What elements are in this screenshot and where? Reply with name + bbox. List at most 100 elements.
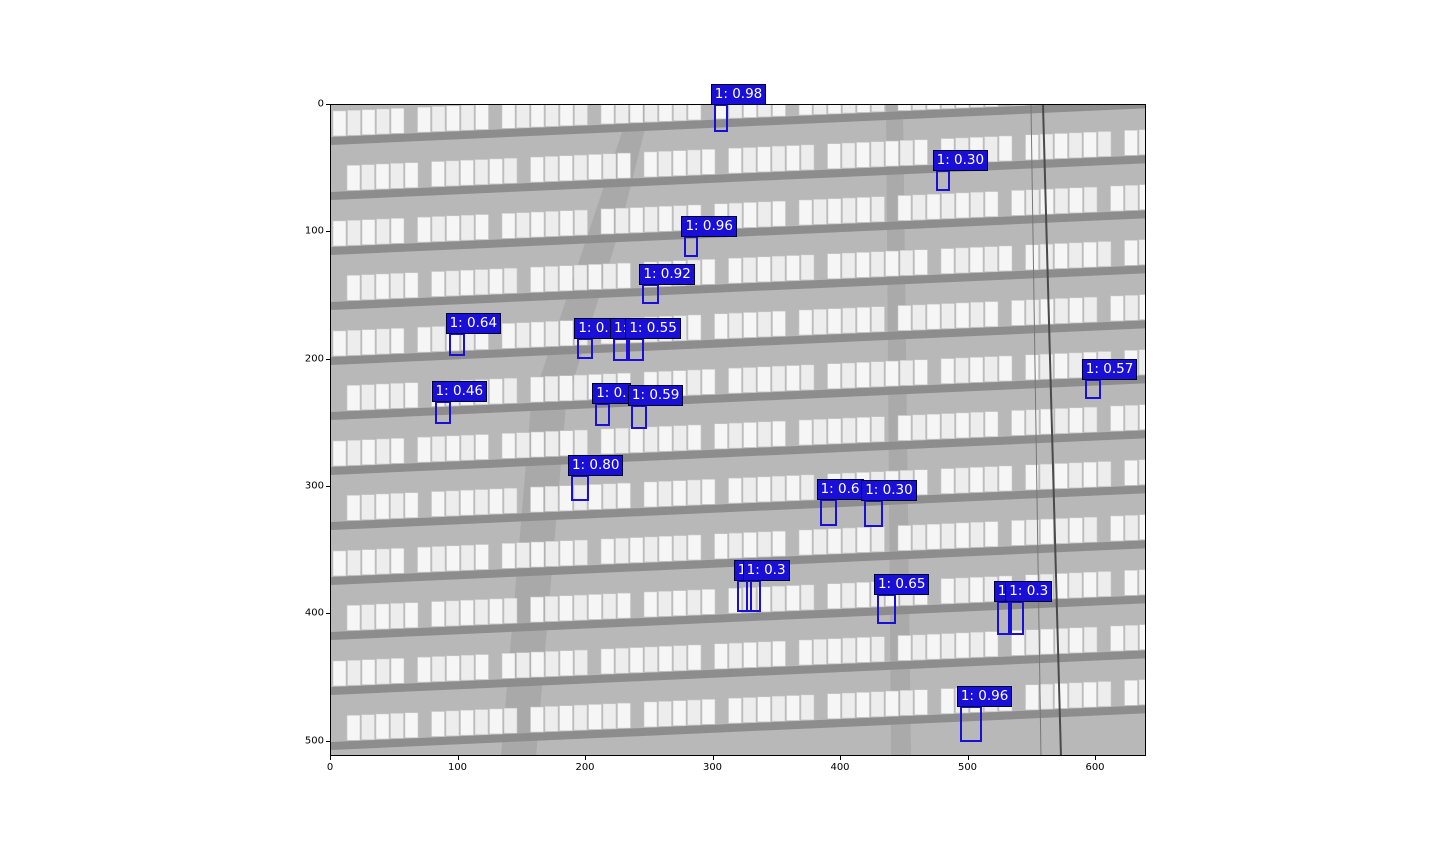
- y-tick-mark: [326, 740, 330, 742]
- solar-panel: [786, 695, 800, 721]
- x-tick-mark: [967, 756, 969, 760]
- solar-panel: [899, 140, 914, 166]
- solar-panel: [1083, 241, 1097, 268]
- solar-panel: [503, 487, 518, 514]
- solar-panel: [559, 320, 574, 346]
- detection-label: 1: 0.96: [681, 216, 737, 238]
- solar-panel: [970, 105, 984, 108]
- x-tick-label: 600: [1085, 762, 1105, 773]
- solar-panel: [955, 412, 970, 439]
- solar-panel: [516, 652, 530, 678]
- solar-panel: [375, 383, 390, 410]
- solar-panel: [1124, 404, 1139, 431]
- solar-panel: [800, 254, 815, 281]
- solar-panel: [742, 697, 757, 723]
- solar-panel: [445, 490, 460, 517]
- solar-panel: [332, 330, 347, 357]
- solar-panel: [757, 641, 772, 668]
- solar-panel: [941, 105, 955, 109]
- solar-panel: [870, 141, 885, 168]
- solar-panel: [460, 434, 475, 461]
- solar-panel: [446, 215, 460, 242]
- solar-panel: [1054, 408, 1069, 434]
- solar-panel: [1138, 679, 1145, 705]
- solar-panel: [446, 545, 460, 572]
- y-tick-mark: [326, 104, 330, 105]
- y-tick-mark: [326, 358, 330, 360]
- solar-panel: [842, 417, 856, 444]
- solar-panel: [827, 693, 841, 719]
- detection-box: [642, 283, 659, 304]
- solar-panel: [347, 219, 361, 246]
- solar-panel: [940, 358, 955, 384]
- solar-panel: [530, 105, 545, 128]
- solar-panel: [475, 544, 489, 570]
- solar-panel: [658, 700, 672, 727]
- solar-panel: [772, 310, 786, 337]
- solar-panel: [390, 437, 405, 464]
- solar-panel: [687, 424, 702, 451]
- solar-panel: [431, 546, 446, 572]
- solar-panel: [431, 271, 445, 297]
- solar-panel: [375, 493, 390, 520]
- row-shadow: [331, 595, 1145, 640]
- x-tick-mark: [457, 756, 459, 760]
- solar-panel: [701, 699, 716, 725]
- solar-panel: [390, 328, 405, 354]
- x-tick-label: 300: [702, 762, 723, 773]
- detection-label: 1: 0.1: [574, 318, 622, 340]
- solar-panel: [475, 654, 489, 680]
- solar-panel: [701, 589, 716, 615]
- solar-panel: [361, 219, 376, 245]
- solar-panel: [955, 522, 970, 549]
- solar-panel: [1139, 294, 1145, 320]
- solar-panel: [516, 105, 530, 128]
- row-shadow: [331, 705, 1145, 750]
- solar-panel: [361, 109, 376, 135]
- solar-panel: [1054, 133, 1068, 159]
- solar-panel: [346, 714, 361, 741]
- solar-panel: [800, 694, 815, 721]
- solar-panel: [545, 541, 559, 567]
- detection-label: 1: 0.: [592, 383, 631, 405]
- solar-panel: [856, 307, 871, 333]
- solar-panel: [687, 644, 702, 671]
- solar-panel: [615, 537, 629, 564]
- solar-panel: [644, 536, 658, 563]
- aerial-solar-image: [331, 105, 1145, 755]
- solar-panel: [404, 272, 419, 298]
- detection-box: [864, 500, 884, 527]
- solar-panel: [955, 192, 970, 219]
- solar-panel: [798, 199, 813, 226]
- solar-panel: [955, 302, 970, 329]
- solar-panel: [1110, 405, 1124, 432]
- solar-panel: [841, 692, 856, 719]
- solar-panel: [871, 105, 885, 112]
- solar-panel: [1040, 188, 1054, 215]
- solar-panel: [573, 594, 588, 621]
- solar-panel: [361, 659, 376, 685]
- solar-panel: [559, 265, 573, 292]
- solar-panel: [714, 423, 728, 450]
- solar-panel: [1097, 571, 1112, 597]
- solar-panel: [897, 415, 912, 441]
- solar-panel: [361, 494, 375, 520]
- solar-panel: [501, 323, 516, 349]
- solar-panel: [757, 696, 771, 723]
- solar-panel: [742, 477, 757, 503]
- solar-panel: [743, 202, 757, 228]
- detection-box: [684, 236, 699, 257]
- solar-panel: [1025, 684, 1039, 711]
- detection-label: 1: 0.64: [445, 313, 502, 335]
- solar-panel: [757, 366, 771, 393]
- y-tick-label: 0: [317, 98, 324, 110]
- solar-panel: [871, 196, 885, 222]
- solar-panel: [602, 263, 617, 290]
- solar-panel: [772, 105, 786, 117]
- solar-panel: [474, 489, 489, 515]
- solar-panel: [390, 603, 404, 629]
- solar-panel: [1068, 132, 1083, 159]
- solar-panel: [516, 212, 530, 238]
- solar-panel: [856, 142, 870, 168]
